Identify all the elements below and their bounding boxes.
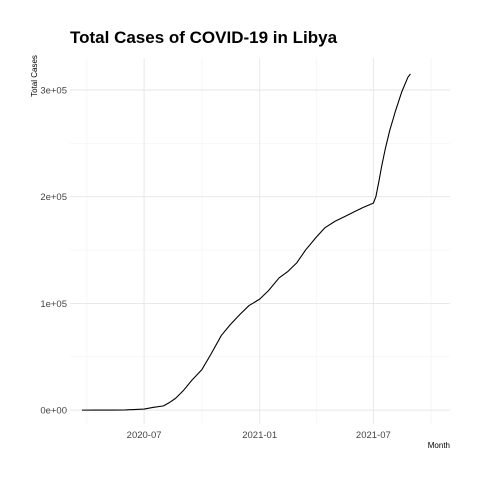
y-axis-label: Total Cases [30,55,39,97]
y-tick-label: 1e+05 [40,299,67,310]
x-tick-label: 2020-07 [127,430,162,441]
chart-title: Total Cases of COVID-19 in Libya [70,28,338,47]
x-axis-label: Month [428,441,450,450]
y-tick-label: 2e+05 [40,192,67,203]
y-tick-label: 0e+00 [40,406,67,417]
grid-lines [70,58,450,424]
y-tick-label: 3e+05 [40,86,67,97]
y-tick-labels: 0e+00 1e+05 2e+05 3e+05 [40,86,67,417]
x-tick-label: 2021-01 [242,430,277,441]
series-line [81,73,411,411]
x-tick-labels: 2020-07 2021-01 2021-07 [127,430,391,441]
x-tick-label: 2021-07 [356,430,391,441]
